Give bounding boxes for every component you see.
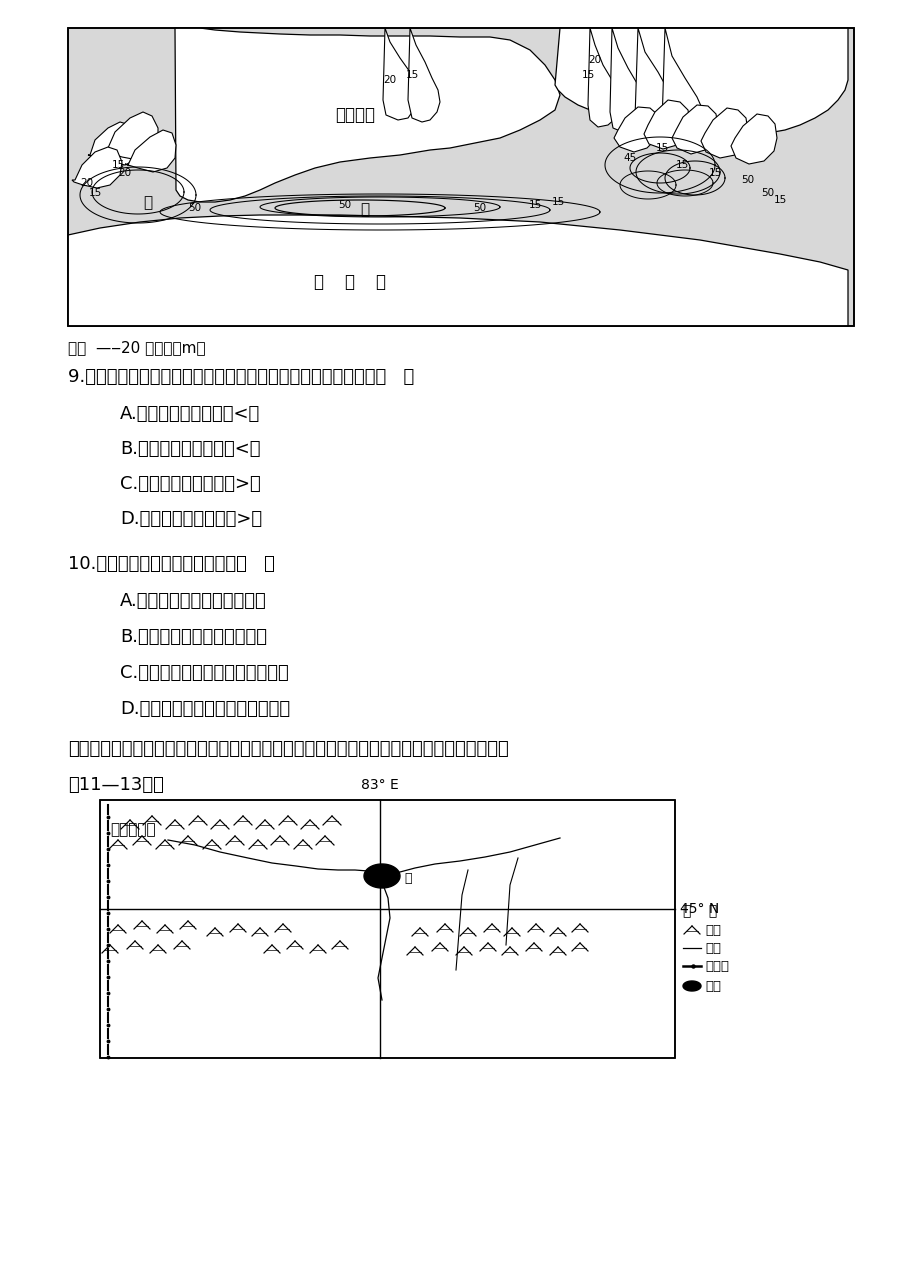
Text: 15: 15 (528, 200, 541, 210)
Text: 戕11—13题。: 戕11—13题。 (68, 776, 164, 794)
Text: 50: 50 (338, 200, 351, 210)
Text: C.位于亚欧板块与太平洋板块交界: C.位于亚欧板块与太平洋板块交界 (119, 664, 289, 682)
Polygon shape (88, 122, 140, 166)
Text: 15: 15 (111, 161, 124, 169)
Bar (100, 800, 675, 1057)
Polygon shape (72, 147, 122, 189)
Text: 雷州半岛: 雷州半岛 (335, 106, 375, 124)
Polygon shape (554, 28, 847, 136)
Text: 45: 45 (623, 153, 636, 163)
Text: D.位于亚欧板块与印度洋板块交界: D.位于亚欧板块与印度洋板块交界 (119, 699, 289, 719)
Text: 50: 50 (188, 203, 201, 213)
Polygon shape (364, 864, 400, 888)
Text: 20: 20 (588, 55, 601, 65)
Polygon shape (682, 981, 700, 991)
Text: 20: 20 (119, 168, 131, 178)
Polygon shape (613, 107, 659, 152)
Text: 20: 20 (80, 178, 94, 189)
Polygon shape (671, 104, 717, 154)
Text: 图    例: 图 例 (682, 905, 717, 919)
Polygon shape (662, 28, 708, 148)
Text: 50: 50 (741, 175, 754, 185)
Bar (100, 800, 675, 1057)
Text: 83° E: 83° E (361, 778, 399, 792)
Text: A.夏季：自东向西，甲<乙: A.夏季：自东向西，甲<乙 (119, 405, 260, 423)
Text: 下图为我国部分地区水文示意图，图中甲湖泊是该区域最大的咏水湖，湖泊水域较浅。据此完: 下图为我国部分地区水文示意图，图中甲湖泊是该区域最大的咏水湖，湖泊水域较浅。据此… (68, 740, 508, 758)
Polygon shape (643, 99, 689, 149)
Polygon shape (382, 28, 417, 120)
Text: 甲: 甲 (403, 871, 411, 884)
Text: B.冬季：自东向西，甲<乙: B.冬季：自东向西，甲<乙 (119, 440, 260, 457)
Text: 甲: 甲 (360, 203, 369, 218)
Text: 9.关于图中海峡洋流流向和甲、乙两处水流速度的说法正确的是（   ）: 9.关于图中海峡洋流流向和甲、乙两处水流速度的说法正确的是（ ） (68, 368, 414, 386)
Polygon shape (587, 28, 619, 127)
Text: 20: 20 (383, 75, 396, 85)
Text: 50: 50 (761, 189, 774, 197)
Text: 河流: 河流 (704, 941, 720, 954)
Text: 15: 15 (708, 168, 720, 178)
Text: D.冬季：自西向东，甲>乙: D.冬季：自西向东，甲>乙 (119, 510, 262, 527)
Text: 15: 15 (675, 161, 688, 169)
Text: 45° N: 45° N (679, 902, 719, 916)
Polygon shape (407, 28, 439, 122)
Text: 山脸: 山脸 (704, 924, 720, 936)
Text: A.地壳断裂下陷海水入侵形成: A.地壳断裂下陷海水入侵形成 (119, 592, 267, 610)
Polygon shape (634, 28, 679, 141)
Text: C.夏季：自西向东，甲>乙: C.夏季：自西向东，甲>乙 (119, 475, 260, 493)
Text: 15: 15 (773, 195, 786, 205)
Text: 15: 15 (88, 189, 101, 197)
Text: 国界线: 国界线 (704, 959, 728, 972)
Polygon shape (175, 28, 560, 203)
Polygon shape (609, 28, 647, 132)
Polygon shape (105, 112, 158, 161)
Text: 10.关于琼州海峡的叙述正确的适（   ）: 10.关于琼州海峡的叙述正确的适（ ） (68, 555, 275, 573)
Text: 15: 15 (405, 70, 418, 80)
Bar (101, 801, 674, 1057)
Text: 15: 15 (581, 70, 594, 80)
Text: 15: 15 (550, 197, 564, 206)
Polygon shape (731, 113, 777, 164)
Polygon shape (700, 108, 747, 158)
Polygon shape (68, 215, 847, 326)
Text: 哈萨克斯坦: 哈萨克斯坦 (110, 822, 155, 837)
Bar (68, 28, 853, 326)
Polygon shape (125, 130, 176, 172)
Text: 海    南    岛: 海 南 岛 (313, 273, 386, 290)
Bar (68, 28, 853, 326)
Text: 乙: 乙 (143, 195, 153, 210)
Text: B.背斜顶部张裂外力侵蚀形成: B.背斜顶部张裂外力侵蚀形成 (119, 628, 267, 646)
Text: 湖泊: 湖泊 (704, 980, 720, 992)
Text: 50: 50 (473, 203, 486, 213)
Text: 15: 15 (654, 143, 668, 153)
Text: 图例  —‒20 等深线（m）: 图例 —‒20 等深线（m） (68, 340, 206, 355)
